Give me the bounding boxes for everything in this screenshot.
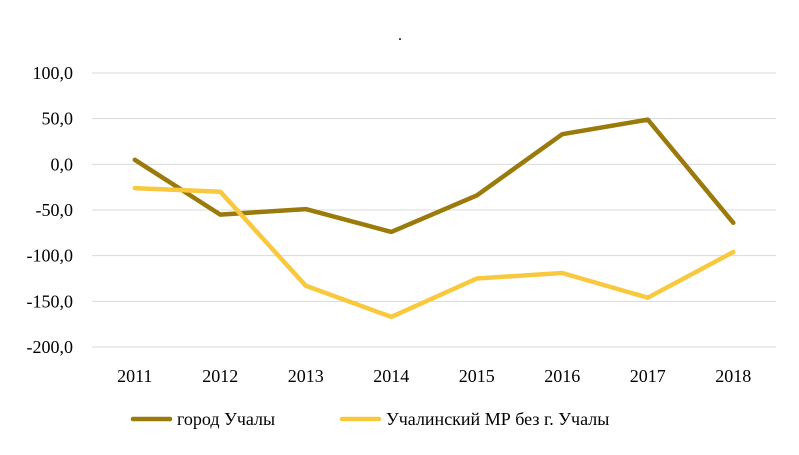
series-line-2: [132, 185, 736, 320]
x-tick-label: 2018: [715, 366, 751, 386]
x-tick-label: 2017: [630, 366, 666, 386]
series-lines: [132, 117, 736, 320]
x-tick-label: 2011: [117, 366, 152, 386]
y-tick-label: 0,0: [51, 154, 74, 174]
legend: город Учалы Учалинский МР без г. Учалы: [130, 409, 609, 429]
chart-title: .: [398, 27, 402, 44]
x-tick-label: 2012: [202, 366, 238, 386]
y-tick-label: 100,0: [33, 63, 74, 83]
legend-label-1: город Учалы: [177, 409, 275, 429]
gridlines: [92, 72, 776, 348]
x-tick-label: 2015: [459, 366, 495, 386]
y-tick-label: 50,0: [42, 109, 74, 129]
x-tick-label: 2013: [288, 366, 324, 386]
legend-label-2: Учалинский МР без г. Учалы: [386, 409, 609, 429]
x-tick-label: 2016: [544, 366, 580, 386]
x-axis-tick-labels: 2011 2012 2013 2014 2015 2016 2017 2018: [117, 366, 751, 386]
series-line-1: [132, 117, 736, 235]
y-tick-label: -100,0: [27, 246, 74, 266]
y-axis-tick-labels: 100,0 50,0 0,0 -50,0 -100,0 -150,0 -200,0: [27, 63, 74, 357]
y-tick-label: -150,0: [27, 291, 74, 311]
y-tick-label: -50,0: [36, 200, 74, 220]
y-tick-label: -200,0: [27, 337, 74, 357]
x-tick-label: 2014: [373, 366, 409, 386]
